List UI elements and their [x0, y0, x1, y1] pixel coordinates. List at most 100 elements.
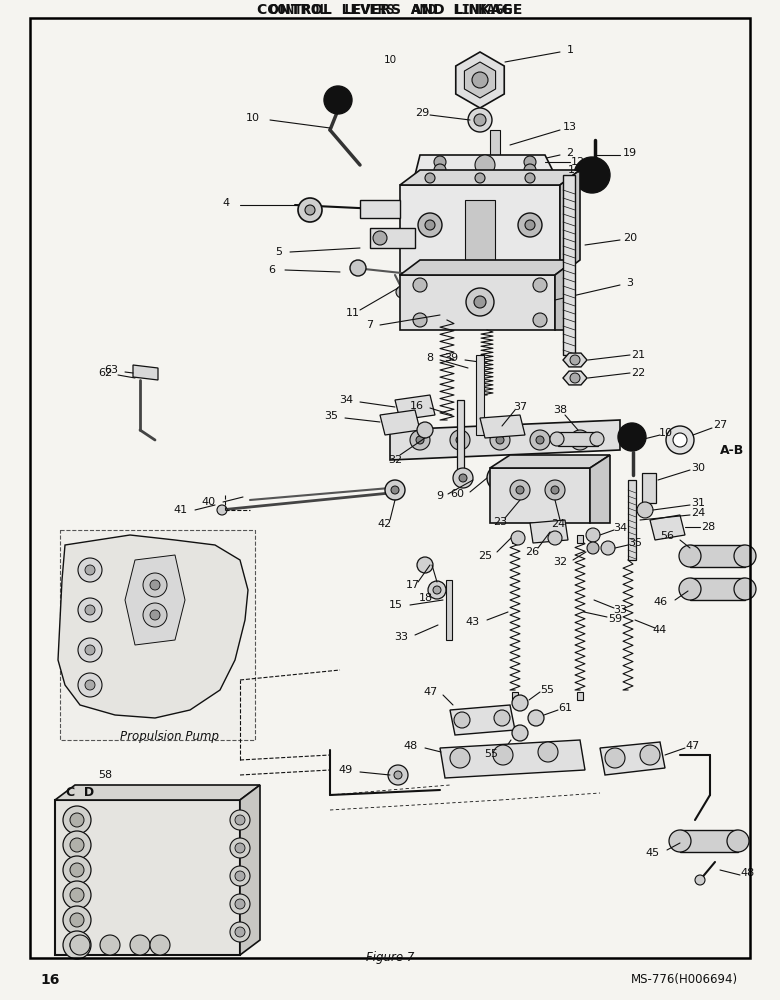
Text: 11: 11	[346, 308, 360, 318]
Text: 28: 28	[701, 522, 715, 532]
Circle shape	[536, 436, 544, 444]
Circle shape	[512, 695, 528, 711]
Circle shape	[473, 173, 487, 187]
Circle shape	[456, 436, 464, 444]
Circle shape	[150, 610, 160, 620]
Text: 22: 22	[631, 368, 645, 378]
Circle shape	[574, 157, 610, 193]
Text: 29: 29	[415, 108, 429, 118]
Text: 40: 40	[202, 497, 216, 507]
Polygon shape	[456, 52, 504, 108]
Circle shape	[734, 578, 756, 600]
Text: 6: 6	[268, 265, 275, 275]
Circle shape	[548, 531, 562, 545]
Text: 47: 47	[424, 687, 438, 697]
Circle shape	[669, 830, 691, 852]
Text: 32: 32	[388, 455, 402, 465]
Circle shape	[78, 598, 102, 622]
Polygon shape	[480, 415, 525, 438]
Bar	[563, 175, 575, 355]
Text: C  D: C D	[66, 786, 94, 798]
Text: 30: 30	[691, 463, 705, 473]
Circle shape	[538, 742, 558, 762]
Polygon shape	[590, 455, 610, 523]
Polygon shape	[415, 155, 555, 175]
Bar	[400, 185, 560, 275]
Circle shape	[695, 875, 705, 885]
Text: CONTROL  LEVERS  AND  LINKAGE: CONTROL LEVERS AND LINKAGE	[268, 3, 512, 17]
Circle shape	[425, 173, 435, 183]
Text: 15: 15	[389, 600, 403, 610]
Text: Propulsion Pump: Propulsion Pump	[120, 730, 219, 743]
Text: 46: 46	[654, 597, 668, 607]
Bar	[512, 535, 518, 543]
Circle shape	[494, 710, 510, 726]
Text: 47: 47	[686, 741, 700, 751]
Circle shape	[130, 935, 150, 955]
Circle shape	[230, 810, 250, 830]
Polygon shape	[400, 260, 575, 275]
Text: 25: 25	[478, 551, 492, 561]
Text: 3: 3	[626, 278, 633, 288]
Text: 20: 20	[623, 233, 637, 243]
Circle shape	[590, 432, 604, 446]
Polygon shape	[450, 705, 515, 735]
Circle shape	[637, 502, 653, 518]
Circle shape	[510, 480, 530, 500]
Circle shape	[454, 712, 470, 728]
Circle shape	[416, 436, 424, 444]
Circle shape	[235, 843, 245, 853]
Text: 23: 23	[493, 517, 507, 527]
Polygon shape	[125, 555, 185, 645]
Circle shape	[394, 771, 402, 779]
Circle shape	[428, 581, 446, 599]
Polygon shape	[440, 740, 585, 778]
Circle shape	[524, 156, 536, 168]
Text: 24: 24	[551, 519, 566, 529]
Text: 55: 55	[540, 685, 554, 695]
Text: 45: 45	[646, 848, 660, 858]
Text: 58: 58	[98, 770, 112, 780]
Circle shape	[85, 680, 95, 690]
Circle shape	[679, 578, 701, 600]
Circle shape	[100, 935, 120, 955]
Text: 17: 17	[406, 580, 420, 590]
Circle shape	[143, 573, 167, 597]
Circle shape	[70, 938, 84, 952]
Circle shape	[640, 745, 660, 765]
Text: 12: 12	[571, 157, 585, 167]
Circle shape	[391, 486, 399, 494]
Circle shape	[518, 213, 542, 237]
Circle shape	[466, 288, 494, 316]
Circle shape	[474, 114, 486, 126]
Text: 18: 18	[419, 593, 433, 603]
Bar	[628, 480, 636, 560]
Circle shape	[324, 86, 352, 114]
Circle shape	[433, 586, 441, 594]
Circle shape	[373, 231, 387, 245]
Circle shape	[410, 430, 430, 450]
Circle shape	[525, 173, 535, 183]
Text: 61: 61	[558, 703, 572, 713]
Circle shape	[494, 472, 506, 484]
Text: 56: 56	[660, 531, 674, 541]
Polygon shape	[650, 515, 685, 540]
Polygon shape	[390, 420, 620, 460]
Text: 32: 32	[553, 557, 567, 567]
Bar	[642, 473, 656, 503]
Circle shape	[524, 164, 536, 176]
Circle shape	[601, 541, 615, 555]
Bar	[476, 355, 484, 435]
Polygon shape	[555, 260, 575, 330]
Bar	[680, 830, 738, 852]
Circle shape	[545, 480, 565, 500]
Text: 59: 59	[608, 614, 622, 624]
Circle shape	[63, 931, 91, 959]
Text: 48: 48	[741, 868, 755, 878]
Polygon shape	[133, 365, 158, 380]
Text: MS-776(H006694): MS-776(H006694)	[631, 974, 738, 986]
Circle shape	[70, 863, 84, 877]
Text: 2: 2	[566, 148, 573, 158]
Text: 10: 10	[246, 113, 260, 123]
Circle shape	[350, 260, 366, 276]
